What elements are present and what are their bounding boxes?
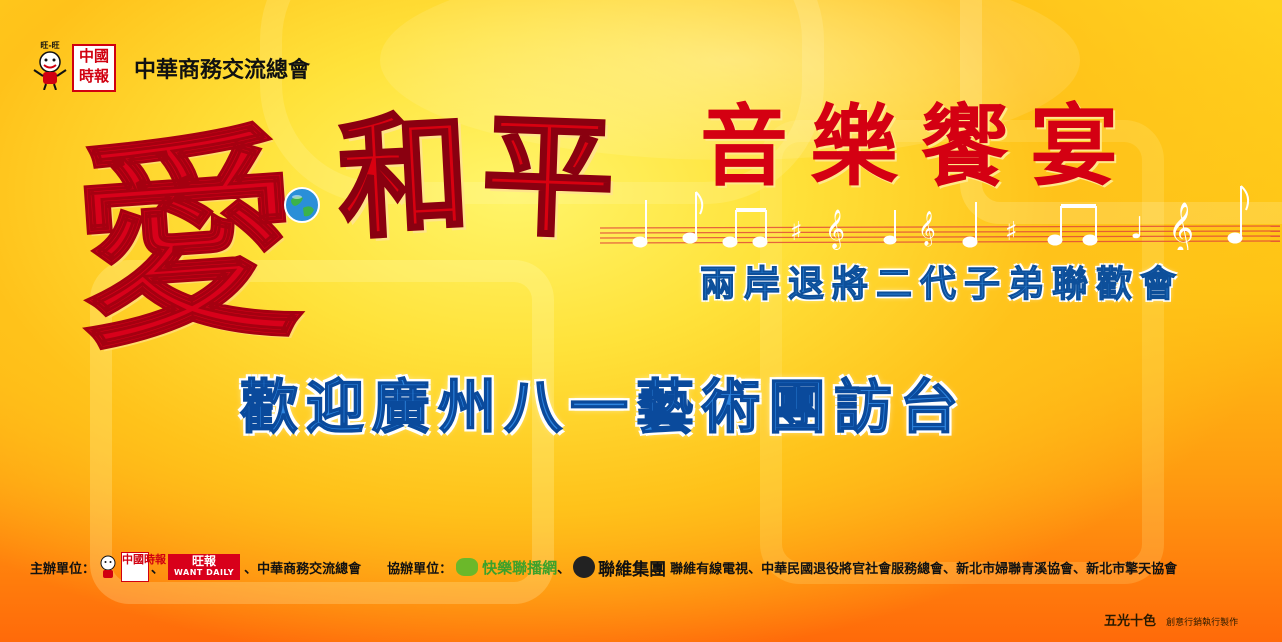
title-peace-ping: 平 <box>478 96 618 259</box>
lianwei-group-name: 聯維集團 <box>598 559 667 580</box>
separator: 、 <box>557 561 571 577</box>
event-subtitle: 兩岸退將二代子弟聯歡會 <box>699 263 1185 306</box>
lianwei-icon <box>573 556 596 578</box>
globe-icon <box>284 187 320 223</box>
svg-text:♯: ♯ <box>1005 217 1018 247</box>
want-daily-cn: 旺報 <box>192 554 217 568</box>
credit-note: 創意行銷執行製作 <box>1166 618 1239 628</box>
want-want-mascot-icon <box>100 555 116 578</box>
china-times-logo: 中國時報 <box>72 44 116 92</box>
host-tail: 、中華商務交流總會 <box>244 561 362 577</box>
background-decoration <box>960 0 1282 224</box>
music-staff-decoration: ♯ 𝄞 𝄞 ♯ ♩ 𝄞 <box>600 185 1280 250</box>
want-daily-en: WANT DAILY <box>174 568 235 577</box>
background-sheen <box>380 0 1080 160</box>
svg-text:旺-旺: 旺-旺 <box>40 41 59 50</box>
want-daily-logo: 旺報 WANT DAILY <box>168 554 241 580</box>
title-music-banquet: 音樂饗宴 <box>700 94 1141 198</box>
welcome-headline: 歡迎廣州八一藝術團訪台 <box>239 372 967 442</box>
production-credit: 五光十色 創意行銷執行製作 <box>1104 610 1238 629</box>
svg-text:𝄞: 𝄞 <box>825 209 845 250</box>
separator: 、 <box>151 561 165 577</box>
china-times-logo: 中國時報 <box>121 552 166 582</box>
background-decoration <box>90 260 554 604</box>
title-peace-he: 和 <box>333 95 476 260</box>
co-organizer-tail: 聯維有線電視、中華民國退役將官社會服務總會、新北市婦聯青溪協會、新北市擎天協會 <box>670 561 1178 577</box>
svg-text:♩: ♩ <box>1130 211 1144 246</box>
svg-text:𝄞: 𝄞 <box>918 211 936 247</box>
co-organizer-label: 協辦單位： <box>387 561 453 577</box>
credit-brand: 五光十色 <box>1104 614 1157 629</box>
happy-network-name: 快樂聯播網 <box>482 558 558 577</box>
host-label: 主辦單位： <box>30 561 96 577</box>
title-love: 愛 <box>65 101 311 383</box>
svg-text:𝄞: 𝄞 <box>1168 202 1194 250</box>
organizer-name: 中華商務交流總會 <box>134 58 311 83</box>
happy-network-icon <box>456 558 479 576</box>
sponsor-line: 主辦單位： 中國時報 、 旺報 WANT DAILY 、中華商務交流總會 協辦單… <box>30 552 1177 582</box>
want-want-mascot-icon: 旺-旺 <box>33 41 67 90</box>
svg-text:♯: ♯ <box>790 217 803 247</box>
